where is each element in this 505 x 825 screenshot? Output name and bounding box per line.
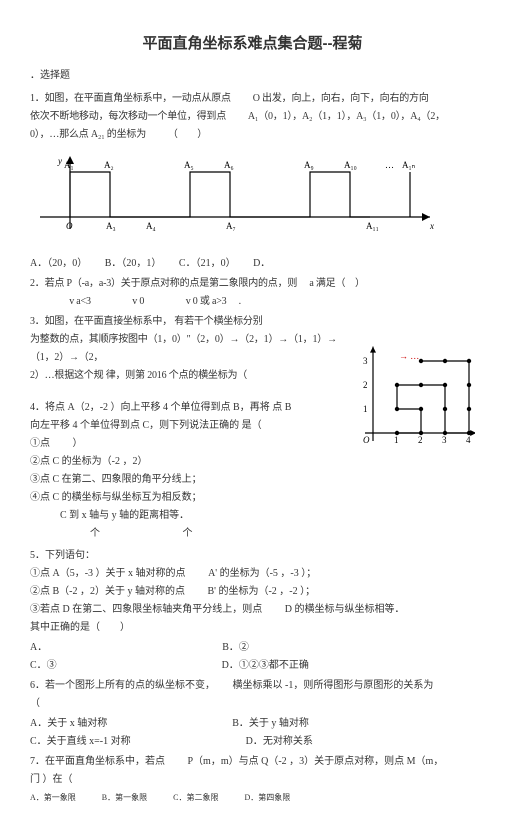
q5-l1a: ①点 A（5，-3 ）关于 x 轴对称的点	[30, 568, 186, 579]
svg-text:A₅: A₅	[184, 160, 194, 170]
q2-stem-b: a 满足（ ）	[309, 278, 365, 289]
q5-l1b: A' 的坐标为（-5 ，-3 ）；	[208, 568, 316, 579]
q2: 2．若点 P（-a，a-3）关于原点对称的点是第二象限内的点，则 a 满足（ ）…	[30, 275, 475, 311]
q1-optB: B．（20，1）	[105, 258, 157, 269]
q4-opt1: ①点	[30, 438, 50, 449]
q4-optB: 个	[183, 528, 193, 539]
svg-text:x: x	[429, 221, 434, 231]
svg-text:3: 3	[363, 356, 368, 366]
q2-optC: v 0 或 a>3	[186, 296, 227, 307]
q6-optC: C．关于直线 x=-1 对称	[30, 736, 131, 747]
q7-options: A．第一象限 B．第一象限 C．第二象限 D．第四象限	[30, 791, 475, 805]
q7-stem-b: P（m，m）与点 Q（-2 ，3）关于原点对称，则点 M（m，	[188, 756, 444, 767]
q1-optA: A．（20，0）	[30, 258, 82, 269]
q7-optD: D．第四象限	[244, 793, 290, 802]
svg-text:4: 4	[466, 435, 471, 445]
svg-text:A₁ₙ: A₁ₙ	[402, 160, 416, 170]
q4-opt5: C 到 x 轴与 y 轴的距离相等．	[60, 510, 189, 521]
svg-text:O: O	[66, 221, 73, 231]
svg-text:→ …: → …	[399, 351, 419, 361]
svg-text:…: …	[385, 160, 394, 170]
q5-l4: 其中正确的是（ ）	[30, 622, 130, 633]
q5-optD: D．①②③都不正确	[222, 660, 309, 671]
q5-stem: 5．下列语句：	[30, 550, 95, 561]
q6-options: A．关于 x 轴对称 B．关于 y 轴对称 C．关于直线 x=-1 对称 D．无…	[30, 715, 475, 751]
q1-stem-a: 1．如图，在平面直角坐标系中，一动点从原点	[30, 93, 231, 104]
svg-text:A₁₀: A₁₀	[344, 160, 357, 170]
svg-text:A₉: A₉	[304, 160, 314, 170]
q6-optB: B．关于 y 轴对称	[232, 718, 309, 729]
svg-text:A₄: A₄	[146, 221, 156, 231]
q7-optB: B．第一象限	[102, 793, 147, 802]
q4-blank: ）	[73, 438, 83, 449]
svg-text:A₃: A₃	[106, 221, 116, 231]
q5-l2a: ②点 B（-2 ，2）关于 y 轴对称的点	[30, 586, 185, 597]
q6-stem-a: 6．若一个图形上所有的点的纵坐标不变，	[30, 680, 210, 691]
q3-stem-a: 3．如图，在平面直接坐标系中， 有若干个横坐标分别	[30, 316, 263, 327]
svg-text:A₁: A₁	[64, 160, 74, 170]
svg-text:1: 1	[363, 404, 368, 414]
q1-optD: D．	[253, 258, 270, 269]
q7-optC: C．第二象限	[173, 793, 218, 802]
q2-optD: .	[239, 296, 241, 307]
q1-stem-d: A₁（0，1），A₂（1，1），A₃（1，0），A₄（2，	[248, 111, 445, 122]
q4-stem-a: 4．将点 A（2，-2 ）向上平移 4 个单位得到点 B，再将 点 B	[30, 402, 291, 413]
q4-opt3: ③点 C 在第二、四象限的角平分线上；	[30, 474, 202, 485]
q5-optC: C．③	[30, 660, 57, 671]
svg-text:O: O	[363, 435, 370, 445]
q4-opt2: ②点 C 的坐标为（-2 ，2）	[30, 456, 148, 467]
q2-stem-a: 2．若点 P（-a，a-3）关于原点对称的点是第二象限内的点，则	[30, 278, 297, 289]
svg-text:2: 2	[418, 435, 423, 445]
q5-l3a: ③若点 D 在第二、四象限坐标轴夹角平分线上，则点	[30, 604, 262, 615]
svg-text:2: 2	[363, 380, 368, 390]
svg-text:3: 3	[442, 435, 447, 445]
q6-stem-c: （	[30, 698, 40, 709]
q3-stem-b: 为整数的点，其顺序按图中（1，0）"（2，0）→（2，1）→（1，1）→（1，2…	[30, 334, 337, 363]
q7-optA: A．第一象限	[30, 793, 76, 802]
svg-text:A₆: A₆	[224, 160, 234, 170]
q5-l2b: B' 的坐标为（-2 ，-2 ）；	[208, 586, 316, 597]
q4-opt4: ④点 C 的横坐标与纵坐标互为相反数；	[30, 492, 202, 503]
page-title: 平面直角坐标系难点集合题--程菊	[30, 30, 475, 57]
q1-stem-b: O 出发，向上，向右，向下，向右的方向	[253, 93, 429, 104]
svg-text:y: y	[57, 156, 62, 166]
q3-stem-c: 2）…根据这个规 律，则第 2016 个点的横坐标为（	[30, 370, 247, 381]
q5-options: A． B．② C．③ D．①②③都不正确	[30, 639, 475, 675]
q5: 5．下列语句： ①点 A（5，-3 ）关于 x 轴对称的点 A' 的坐标为（-5…	[30, 547, 475, 637]
q5-l3b: D 的横坐标与纵坐标相等．	[285, 604, 405, 615]
svg-text:A₇: A₇	[226, 221, 236, 231]
svg-text:1: 1	[394, 435, 399, 445]
q7-stem-c: 门 ）在（	[30, 774, 73, 785]
q6-optA: A．关于 x 轴对称	[30, 718, 107, 729]
q1-optC: C．（21，0）	[179, 258, 231, 269]
figure-2: 1 2 3 4 1 2 3 O → …	[355, 313, 475, 453]
q1-stem-e: 0），…那么点 A₂₁ 的坐标为	[30, 129, 146, 140]
q7: 7．在平面直角坐标系中，若点 P（m，m）与点 Q（-2 ，3）关于原点对称，则…	[30, 753, 475, 789]
q5-optA: A．	[30, 642, 47, 653]
q1: 1．如图，在平面直角坐标系中，一动点从原点 O 出发，向上，向右，向下，向右的方…	[30, 90, 475, 144]
q6-optD: D．无对称关系	[246, 736, 313, 747]
q2-optA: v a<3	[69, 296, 91, 307]
q1-options: A．（20，0） B．（20，1） C．（21，0） D．	[30, 255, 475, 273]
q5-optB: B．②	[222, 642, 249, 653]
section-heading: ．选择题	[30, 67, 475, 85]
q6-stem-b: 横坐标乘以 -1，则所得图形与原图形的关系为	[233, 680, 434, 691]
svg-text:A₁₁: A₁₁	[366, 221, 379, 231]
q4-optA: 个	[90, 528, 100, 539]
q6: 6．若一个图形上所有的点的纵坐标不变， 横坐标乘以 -1，则所得图形与原图形的关…	[30, 677, 475, 713]
q4-stem-b: 向左平移 4 个单位得到点 C，则下列说法正确的 是（	[30, 420, 262, 431]
svg-text:A₂: A₂	[104, 160, 114, 170]
q1-blank: （ ）	[168, 129, 207, 140]
q1-stem-c: 依次不断地移动，每次移动一个单位，得到点	[30, 111, 226, 122]
q2-optB: v 0	[132, 296, 144, 307]
q7-stem-a: 7．在平面直角坐标系中，若点	[30, 756, 165, 767]
figure-1: y x … A₁ₙ A₁ A₂ A₅ A₆ A₉ A₁₀ O A₃ A₄ A₇ A₁₁	[30, 152, 475, 247]
